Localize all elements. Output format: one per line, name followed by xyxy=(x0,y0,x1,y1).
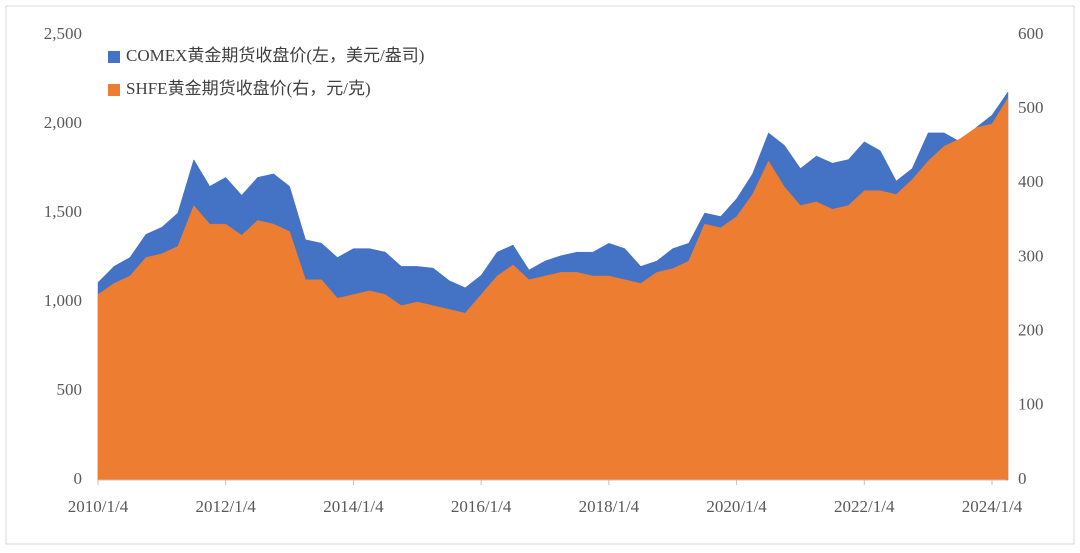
y2-tick-label: 500 xyxy=(1018,98,1044,117)
legend-swatch xyxy=(108,51,120,63)
y-tick-label: 0 xyxy=(74,469,83,488)
x-tick-label: 2024/1/4 xyxy=(962,497,1023,516)
y-tick-label: 2,000 xyxy=(44,113,82,132)
x-tick-label: 2012/1/4 xyxy=(195,497,256,516)
x-tick-label: 2016/1/4 xyxy=(451,497,512,516)
legend-label: SHFE黄金期货收盘价(右，元/克) xyxy=(126,79,371,98)
x-tick-label: 2022/1/4 xyxy=(834,497,895,516)
y-tick-label: 1,000 xyxy=(44,291,82,310)
y2-tick-label: 100 xyxy=(1018,395,1044,414)
area xyxy=(97,97,1009,481)
y-tick-label: 1,500 xyxy=(44,202,82,221)
legend: COMEX黄金期货收盘价(左，美元/盎司) SHFE黄金期货收盘价(右，元/克) xyxy=(108,46,424,98)
y-tick-label: 500 xyxy=(57,380,83,399)
chart-border xyxy=(5,5,1075,545)
y2-tick-label: 400 xyxy=(1018,172,1044,191)
x-tick-label: 2018/1/4 xyxy=(579,497,640,516)
legend-swatch xyxy=(108,84,120,96)
y2-tick-label: 600 xyxy=(1018,24,1044,43)
y2-tick-label: 0 xyxy=(1018,469,1027,488)
x-tick-label: 2020/1/4 xyxy=(706,497,767,516)
y2-tick-label: 200 xyxy=(1018,321,1044,340)
x-tick-label: 2010/1/4 xyxy=(68,497,129,516)
x-tick-label: 2014/1/4 xyxy=(323,497,384,516)
y2-tick-label: 300 xyxy=(1018,246,1044,265)
legend-label: COMEX黄金期货收盘价(左，美元/盎司) xyxy=(126,46,424,65)
y-tick-label: 2,500 xyxy=(44,24,82,43)
